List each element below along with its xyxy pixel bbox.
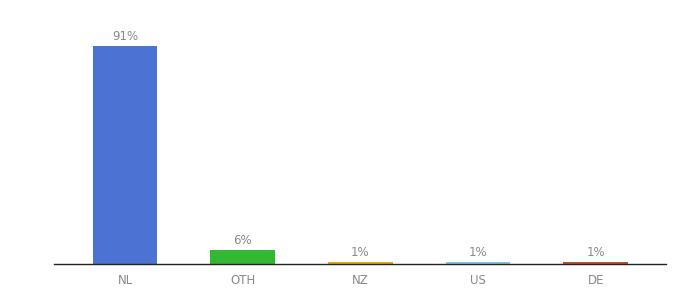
Text: 1%: 1%: [586, 246, 605, 259]
Bar: [445, 262, 511, 264]
Text: 1%: 1%: [351, 246, 370, 259]
Bar: [92, 46, 157, 264]
Text: 91%: 91%: [112, 30, 138, 43]
Text: 1%: 1%: [469, 246, 488, 259]
Bar: [564, 262, 628, 264]
Text: 6%: 6%: [233, 234, 252, 247]
Bar: [210, 250, 275, 264]
Bar: [328, 262, 393, 264]
